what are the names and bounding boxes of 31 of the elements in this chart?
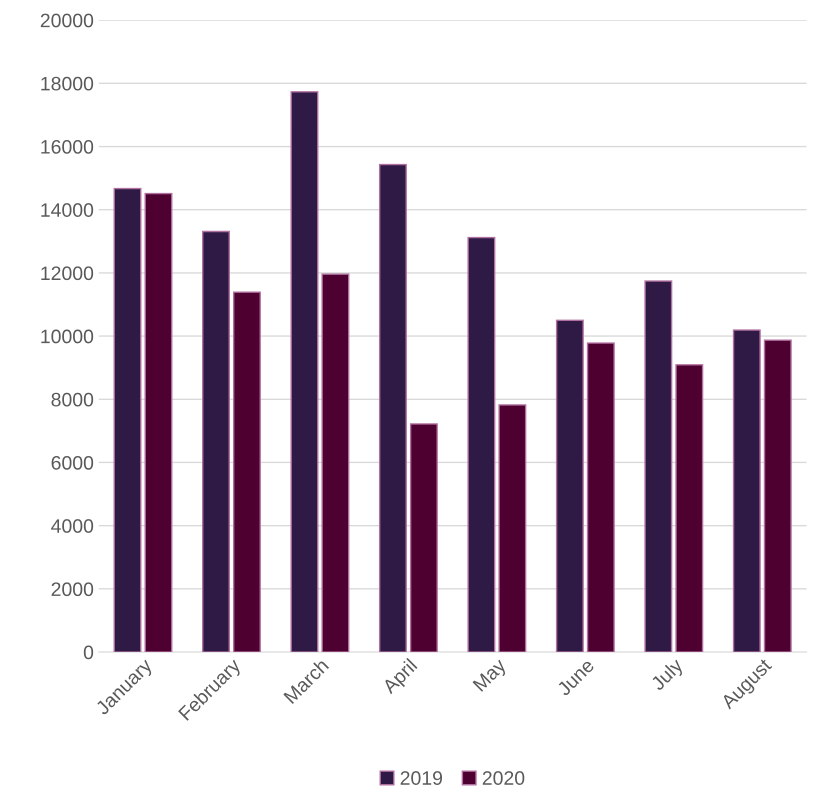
y-tick-label: 10000 (41, 330, 94, 344)
bar (114, 188, 142, 652)
bar (467, 236, 496, 652)
y-tick-label: 6000 (52, 456, 94, 470)
bar (498, 404, 526, 652)
bar (232, 291, 261, 652)
x-tick-label: May (472, 657, 510, 695)
legend-label: 2019 (400, 771, 442, 785)
bar (556, 320, 584, 652)
bar (321, 273, 350, 652)
bar (764, 340, 792, 652)
y-tick-label: 0 (84, 646, 94, 660)
bar (586, 342, 615, 652)
y-tick-label: 2000 (52, 582, 94, 596)
bar (144, 192, 172, 652)
y-tick-label: 18000 (41, 76, 94, 91)
y-tick-label: 4000 (51, 519, 94, 533)
bar (644, 280, 672, 652)
y-tick-label: 12000 (41, 266, 94, 280)
x-tick-label: July (650, 656, 687, 694)
bar (675, 364, 704, 652)
y-tick-label: 8000 (51, 392, 94, 407)
legend-label: 2020 (482, 771, 524, 785)
bar (202, 230, 230, 652)
y-tick-label: 16000 (41, 140, 94, 154)
bar (290, 91, 318, 652)
y-tick-label: 14000 (41, 203, 94, 217)
bar (410, 423, 438, 652)
bar (732, 329, 761, 652)
bar (378, 164, 407, 652)
y-tick-label: 20000 (40, 14, 94, 28)
